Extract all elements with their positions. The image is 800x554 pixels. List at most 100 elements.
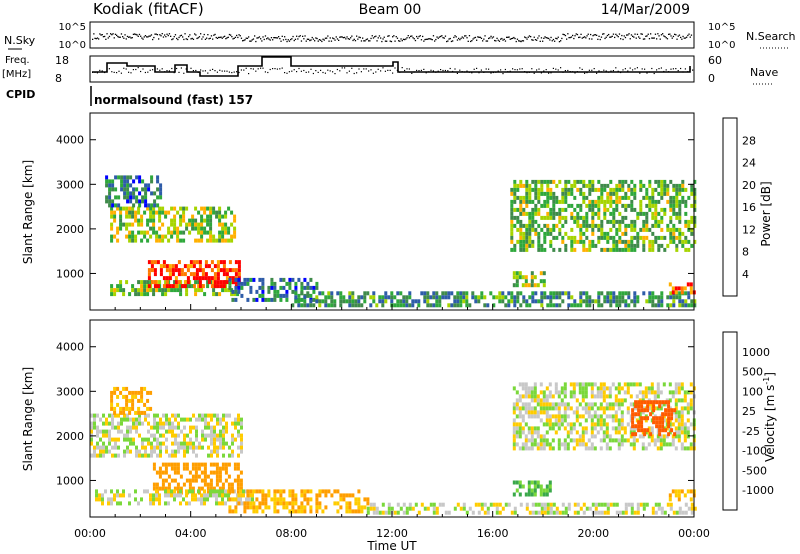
velocity-cell bbox=[674, 386, 678, 391]
power-cell bbox=[510, 191, 514, 196]
velocity-cell bbox=[117, 453, 120, 458]
velocity-cell bbox=[477, 502, 481, 507]
colorbar-tick-label: 24 bbox=[742, 157, 756, 170]
velocity-cell bbox=[132, 425, 135, 430]
velocity-cell bbox=[173, 493, 176, 498]
power-cell bbox=[330, 299, 334, 304]
velocity-cell bbox=[576, 510, 580, 515]
power-cell bbox=[185, 288, 189, 293]
power-cell bbox=[180, 272, 184, 277]
power-cell bbox=[552, 295, 556, 300]
power-cell bbox=[411, 299, 415, 304]
power-cell bbox=[168, 264, 172, 269]
power-cell bbox=[113, 292, 117, 297]
nsky-point bbox=[593, 34, 595, 36]
velocity-cell bbox=[150, 441, 153, 446]
nave-point bbox=[447, 70, 449, 72]
velocity-cell bbox=[545, 398, 549, 403]
power-cell bbox=[618, 199, 622, 204]
power-cell bbox=[186, 264, 190, 269]
power-cell bbox=[510, 207, 514, 212]
nsky-point bbox=[350, 37, 352, 39]
nave-point bbox=[567, 69, 569, 72]
velocity-cell bbox=[656, 406, 660, 411]
nsky-point bbox=[129, 36, 131, 38]
velocity-cell bbox=[366, 497, 370, 502]
velocity-cell bbox=[267, 489, 271, 494]
velocity-cell bbox=[594, 506, 598, 511]
power-cell bbox=[182, 210, 186, 215]
velocity-cell bbox=[230, 482, 234, 487]
power-cell bbox=[543, 247, 547, 252]
power-cell bbox=[300, 297, 304, 302]
power-cell bbox=[153, 199, 157, 204]
power-cell bbox=[147, 187, 151, 192]
velocity-cell bbox=[644, 390, 648, 395]
velocity-cell bbox=[221, 486, 225, 491]
velocity-cell bbox=[689, 422, 693, 427]
velocity-cell bbox=[146, 398, 150, 403]
nsky-point bbox=[152, 38, 154, 41]
velocity-cell bbox=[165, 429, 168, 434]
power-cell bbox=[660, 215, 664, 220]
power-cell bbox=[119, 206, 123, 211]
velocity-cell bbox=[524, 394, 528, 399]
power-cell bbox=[678, 303, 682, 308]
velocity-cell bbox=[321, 489, 325, 494]
nsky-point bbox=[186, 38, 189, 41]
nsky-point bbox=[450, 40, 453, 43]
power-cell bbox=[549, 303, 553, 308]
nsky-point bbox=[657, 33, 659, 35]
nsky-point bbox=[405, 38, 407, 40]
nsky-point bbox=[94, 37, 96, 39]
velocity-cell bbox=[527, 438, 531, 443]
velocity-cell bbox=[489, 502, 493, 507]
power-cell bbox=[477, 299, 481, 304]
power-cell bbox=[128, 234, 132, 239]
velocity-cell bbox=[661, 428, 665, 433]
velocity-cell bbox=[593, 410, 597, 415]
nave-point bbox=[176, 67, 178, 70]
velocity-cell bbox=[303, 489, 307, 494]
velocity-cell bbox=[656, 390, 660, 395]
velocity-cell bbox=[548, 406, 552, 411]
velocity-cell bbox=[387, 506, 391, 511]
velocity-cell bbox=[123, 437, 126, 442]
velocity-cell bbox=[611, 438, 615, 443]
power-cell bbox=[462, 299, 466, 304]
velocity-cell bbox=[602, 438, 606, 443]
power-cell bbox=[567, 295, 571, 300]
power-cell bbox=[651, 191, 655, 196]
power-cell bbox=[150, 264, 154, 269]
velocity-cell bbox=[194, 462, 198, 467]
nsky-point bbox=[567, 33, 569, 35]
power-cell bbox=[603, 211, 607, 216]
power-cell bbox=[164, 234, 168, 239]
velocity-cell bbox=[183, 425, 186, 430]
power-cell bbox=[213, 272, 217, 277]
nsky-point bbox=[530, 36, 532, 38]
velocity-cell bbox=[563, 402, 567, 407]
nave-point bbox=[248, 73, 250, 75]
power-cell bbox=[651, 211, 655, 216]
power-cell bbox=[675, 191, 679, 196]
power-cell bbox=[594, 211, 598, 216]
nsky-point bbox=[96, 37, 99, 39]
nsky-point bbox=[482, 40, 484, 42]
velocity-cell bbox=[557, 402, 561, 407]
nsky-point bbox=[578, 36, 580, 39]
velocity-cell bbox=[152, 493, 155, 498]
velocity-cell bbox=[225, 413, 228, 418]
power-cell bbox=[510, 203, 514, 208]
power-cell bbox=[477, 295, 481, 300]
power-cell bbox=[612, 291, 616, 296]
power-cell bbox=[567, 303, 571, 308]
nsky-point bbox=[353, 38, 355, 40]
velocity-cell bbox=[600, 510, 604, 515]
power-cell bbox=[525, 227, 529, 232]
power-cell bbox=[582, 239, 586, 244]
velocity-cell bbox=[530, 434, 534, 439]
power-cell bbox=[528, 187, 532, 192]
velocity-cell bbox=[213, 437, 216, 442]
power-cell bbox=[420, 291, 424, 296]
